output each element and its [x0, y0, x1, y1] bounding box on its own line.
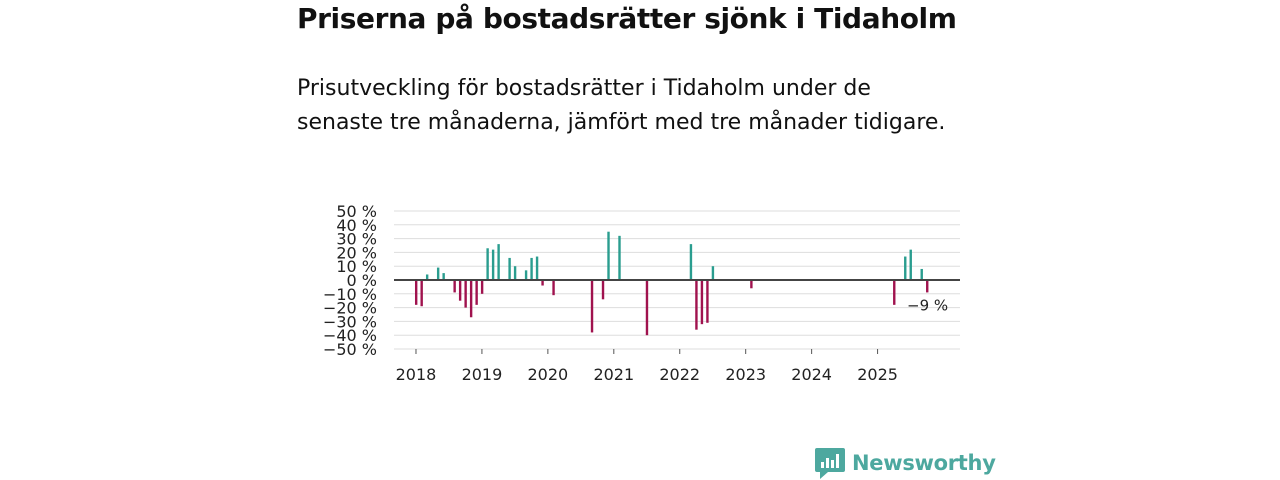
- bar: [458, 280, 462, 301]
- bar: [491, 249, 495, 280]
- bar: [909, 249, 912, 280]
- newsworthy-logo-icon: [815, 448, 845, 479]
- y-tick-label: 0 %: [347, 271, 377, 290]
- bar: [508, 257, 511, 280]
- y-tick-label: −30 %: [323, 312, 377, 331]
- bar: [464, 280, 467, 308]
- x-tick-label: 2019: [462, 365, 503, 384]
- bar: [926, 280, 929, 293]
- bar: [645, 280, 649, 336]
- bar: [524, 270, 528, 280]
- bar: [893, 280, 896, 305]
- bar: [513, 266, 517, 280]
- bar: [535, 256, 539, 280]
- y-tick-label: 40 %: [336, 216, 377, 235]
- bar: [442, 273, 445, 280]
- value-callout: −9 %: [907, 296, 948, 314]
- x-axis-labels: 2018 2019 2020 2021 2022 2023 2024 2025: [396, 349, 898, 384]
- bar: [475, 280, 478, 305]
- newsworthy-brand[interactable]: Newsworthy: [814, 446, 996, 480]
- bar: [414, 280, 418, 305]
- bar: [695, 280, 698, 330]
- gridlines: [394, 210, 960, 350]
- bar: [601, 280, 605, 300]
- bar: [420, 280, 423, 307]
- x-tick-label: 2024: [791, 365, 832, 384]
- bar: [618, 235, 621, 280]
- annotations: −9 %: [907, 296, 948, 314]
- bar: [590, 280, 594, 333]
- bar: [607, 231, 610, 280]
- bar: [711, 266, 715, 280]
- chart-title: Priserna på bostadsrätter sjönk i Tidaho…: [297, 2, 957, 35]
- bar: [706, 280, 709, 323]
- y-axis-labels: 50 %40 %30 %20 %10 %0 %−10 %−20 %−30 %−4…: [323, 202, 377, 359]
- bar: [541, 280, 544, 286]
- x-tick-label: 2020: [528, 365, 569, 384]
- x-tick-label: 2021: [593, 365, 634, 384]
- bar: [453, 280, 456, 293]
- bar: [920, 268, 923, 280]
- y-tick-label: 10 %: [336, 257, 377, 276]
- x-tick-label: 2025: [857, 365, 898, 384]
- bar: [436, 267, 440, 280]
- y-tick-label: 30 %: [336, 230, 377, 249]
- bars: [414, 231, 929, 336]
- bar: [750, 280, 753, 289]
- bar-chart: 50 %40 %30 %20 %10 %0 %−10 %−20 %−30 %−4…: [323, 202, 960, 384]
- y-tick-label: 20 %: [336, 243, 377, 262]
- bar: [497, 244, 500, 280]
- bar: [689, 244, 693, 280]
- bar: [530, 257, 533, 280]
- bar: [469, 280, 473, 318]
- y-tick-label: −50 %: [323, 340, 377, 359]
- bar: [486, 248, 489, 280]
- bar: [480, 280, 484, 294]
- y-tick-label: 50 %: [336, 202, 377, 221]
- x-tick-label: 2022: [659, 365, 700, 384]
- y-tick-label: −10 %: [323, 285, 377, 304]
- bar: [552, 280, 555, 296]
- y-tick-label: −40 %: [323, 326, 377, 345]
- x-tick-label: 2023: [725, 365, 766, 384]
- bar: [700, 280, 704, 325]
- bar: [904, 256, 907, 280]
- chart-subtitle: Prisutveckling för bostadsrätter i Tidah…: [297, 76, 946, 135]
- y-tick-label: −20 %: [323, 299, 377, 318]
- x-tick-label: 2018: [396, 365, 437, 384]
- bar: [425, 274, 429, 280]
- brand-name: Newsworthy: [852, 451, 996, 475]
